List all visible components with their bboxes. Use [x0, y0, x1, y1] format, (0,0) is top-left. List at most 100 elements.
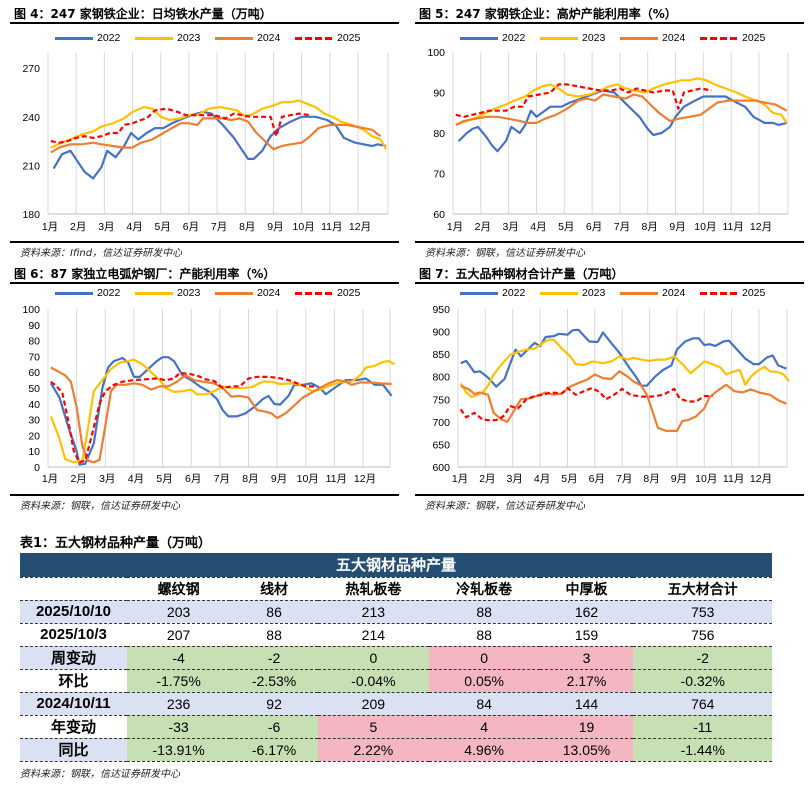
table-source: 资料来源：钢联，信达证券研发中心: [20, 769, 180, 780]
table-cell: 207: [127, 623, 231, 647]
table-cell: 0: [428, 646, 540, 670]
legend-label: 2025: [337, 32, 361, 44]
y-tick-label: 30: [28, 415, 40, 427]
legend-label: 2025: [742, 32, 766, 44]
x-tick-label: 8月: [642, 221, 658, 233]
table-cell: 19: [539, 715, 634, 739]
steel-output-table: 五大钢材品种产量 螺纹钢 线材 热轧板卷 冷轧板卷 中厚板 五大材合计 2025/10/1…: [20, 553, 772, 762]
legend-item-2023: 2023: [135, 287, 215, 299]
x-tick-label: 3月: [502, 221, 518, 233]
row-label: 周变动: [20, 646, 127, 670]
table-cell: 214: [317, 623, 429, 647]
chart-source: 资料来源：Ifind，信达证券研发中心: [20, 248, 183, 259]
legend-swatch: [540, 36, 578, 40]
x-tick-label: 1月: [452, 473, 468, 485]
x-tick-label: 12月: [750, 221, 772, 233]
column-header: 五大材合计: [633, 577, 772, 601]
table-cell: 5: [317, 715, 429, 739]
x-tick-label: 4月: [530, 221, 546, 233]
legend-label: 2022: [502, 32, 526, 44]
x-tick-label: 4月: [534, 473, 550, 485]
table-cell: 162: [539, 600, 634, 624]
y-tick-label: 850: [432, 349, 450, 361]
x-tick-label: 1月: [447, 221, 463, 233]
table-cell: 203: [127, 600, 231, 624]
table-cell: 3: [539, 646, 634, 670]
table-cell: 764: [633, 692, 772, 716]
row-label: 年变动: [20, 715, 127, 739]
series-line-2025: [50, 371, 315, 464]
title-rule: [10, 282, 399, 284]
table-cell: 0.05%: [428, 669, 540, 693]
source-rule: [415, 241, 804, 243]
y-tick-label: 90: [28, 320, 40, 332]
legend-label: 2024: [662, 287, 686, 299]
x-tick-label: 6月: [586, 221, 602, 233]
table-row: 周变动 -4 -2 0 0 3 -2: [20, 646, 772, 670]
x-tick-label: 2月: [70, 473, 86, 485]
y-tick-label: 80: [28, 336, 40, 348]
chart-source: 资料来源：钢联，信达证券研发中心: [425, 501, 585, 512]
chart-panel-4: 图 4：247 家钢铁企业：日均铁水产量（万吨） 资料来源：Ifind，信达证券研…: [0, 0, 405, 260]
x-tick-label: 6月: [589, 473, 605, 485]
y-tick-label: 60: [433, 209, 445, 221]
table-cell: 13.05%: [539, 738, 634, 762]
legend-swatch: [460, 36, 498, 40]
legend-label: 2022: [97, 287, 121, 299]
legend-swatch: [55, 36, 93, 40]
column-header-row: 螺纹钢 线材 热轧板卷 冷轧板卷 中厚板 五大材合计: [20, 577, 772, 601]
table-cell: -2: [633, 646, 772, 670]
series-line-2025: [50, 107, 311, 144]
y-tick-label: 40: [28, 399, 40, 411]
table-cell: 236: [127, 692, 231, 716]
x-tick-label: 6月: [183, 221, 199, 233]
legend-item-2023: 2023: [135, 32, 215, 44]
table-cell: -13.91%: [127, 738, 231, 762]
x-tick-label: 2月: [475, 221, 491, 233]
y-tick-label: 90: [433, 88, 445, 100]
chart-legend: 2022 2023 2024 2025: [460, 32, 780, 44]
table-cell: -11: [633, 715, 772, 739]
table-cell: -4: [127, 646, 231, 670]
table-cell: 756: [633, 623, 772, 647]
x-tick-label: 8月: [242, 473, 258, 485]
line-chart: 180 210 240 270 1月 2月 3月 4月 5月 6月 7月 8月 9月 10月 11月 12月: [22, 52, 389, 233]
table-cell: -2: [230, 646, 318, 670]
series-line-2024: [50, 366, 392, 464]
y-tick-label: 60: [28, 367, 40, 379]
y-tick-label: 700: [432, 417, 450, 429]
title-rule: [415, 22, 804, 24]
x-tick-label: 11月: [722, 221, 743, 233]
legend-item-2025: 2025: [295, 32, 375, 44]
table-cell: 88: [230, 623, 318, 647]
x-tick-label: 7月: [614, 221, 630, 233]
table-cell: -0.32%: [633, 669, 772, 693]
series-line-2025: [459, 386, 713, 422]
source-rule: [10, 241, 399, 243]
column-header: 热轧板卷: [317, 577, 429, 601]
x-tick-label: 4月: [128, 473, 144, 485]
x-tick-label: 2月: [70, 221, 86, 233]
table-cell: 88: [428, 623, 540, 647]
legend-swatch: [135, 36, 173, 40]
row-label: 环比: [20, 669, 127, 693]
table-cell: -6: [230, 715, 318, 739]
legend-item-2022: 2022: [55, 287, 135, 299]
table-cell: 0: [317, 646, 429, 670]
table-cell: 4.96%: [428, 738, 540, 762]
y-tick-label: 0: [34, 462, 40, 474]
x-tick-label: 10月: [695, 473, 717, 485]
table-row: 环比 -1.75% -2.53% -0.04% 0.05% 2.17% -0.32%: [20, 669, 772, 693]
x-tick-label: 11月: [326, 473, 347, 485]
y-tick-label: 600: [432, 462, 450, 474]
legend-label: 2022: [502, 287, 526, 299]
table-cell: 92: [230, 692, 318, 716]
chart-legend: 2022 2023 2024 2025: [55, 287, 375, 299]
table-cell: 88: [428, 600, 540, 624]
table-cell: 2.17%: [539, 669, 634, 693]
table-cell: -6.17%: [230, 738, 318, 762]
chart-legend: 2022 2023 2024 2025: [460, 287, 780, 299]
legend-swatch: [295, 36, 333, 40]
table-cell: 753: [633, 600, 772, 624]
title-rule: [415, 282, 804, 284]
